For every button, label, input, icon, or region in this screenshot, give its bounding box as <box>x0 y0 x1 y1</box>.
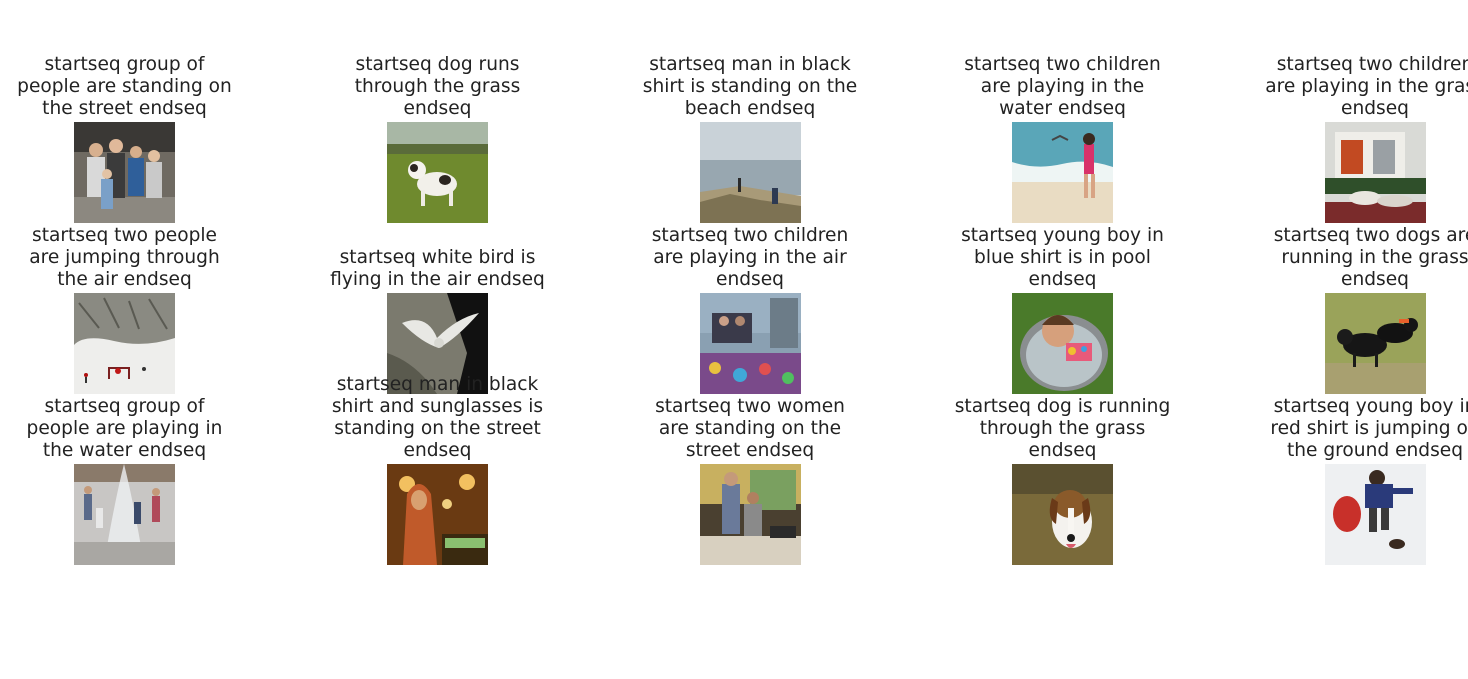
cell-caption: startseq dog runs through the grass ends… <box>354 54 521 119</box>
cell-caption: startseq man in black shirt is standing … <box>642 54 858 119</box>
cell-caption: startseq white bird is flying in the air… <box>330 247 545 290</box>
photo-people-bench <box>1324 122 1426 223</box>
thumbnail-image <box>74 293 175 394</box>
photo-girl-beach <box>1012 122 1113 223</box>
photo-bird-rocks <box>387 293 488 394</box>
thumbnail-image <box>699 293 801 394</box>
cell-caption: startseq group of people are playing in … <box>26 396 223 461</box>
cell-caption: startseq man in black shirt and sunglass… <box>331 374 544 461</box>
photo-foggy-lake <box>699 122 801 223</box>
cell-caption: startseq two children are playing in the… <box>964 54 1161 119</box>
photo-shop-counter <box>699 464 801 565</box>
thumbnail-image <box>387 122 488 223</box>
photo-fountain-kids <box>74 464 175 565</box>
thumbnail-image <box>74 122 175 223</box>
cell-caption: startseq two children are playing in the… <box>1265 54 1468 119</box>
thumbnail-image <box>1324 293 1426 394</box>
photo-snow-field <box>74 293 175 394</box>
cell-caption: startseq young boy in red shirt is jumpi… <box>1270 396 1468 461</box>
photo-carnival-ride <box>699 293 801 394</box>
photo-black-dogs <box>1324 293 1426 394</box>
cell-caption: startseq young boy in blue shirt is in p… <box>961 225 1164 290</box>
thumbnail-image <box>699 464 801 565</box>
photo-group-people-street <box>74 122 175 223</box>
photo-beagle <box>1012 464 1113 565</box>
cell-caption: startseq two women are standing on the s… <box>655 396 845 461</box>
cell-caption: startseq two people are jumping through … <box>29 225 220 290</box>
cell-caption: startseq dog is running through the gras… <box>954 396 1171 461</box>
thumbnail-image <box>1012 122 1113 223</box>
thumbnail-image <box>387 293 488 394</box>
photo-boy-snow <box>1324 464 1426 565</box>
thumbnail-image <box>1324 464 1426 565</box>
thumbnail-image <box>74 464 175 565</box>
photo-dog-grass <box>387 122 488 223</box>
photo-girl-pool <box>1012 293 1113 394</box>
cell-caption: startseq group of people are standing on… <box>17 54 232 119</box>
thumbnail-image <box>1012 464 1113 565</box>
cell-caption: startseq two children are playing in the… <box>651 225 849 290</box>
thumbnail-image <box>699 122 801 223</box>
thumbnail-image <box>387 464 488 565</box>
thumbnail-image <box>1012 293 1113 394</box>
cell-caption: startseq two dogs are running in the gra… <box>1273 225 1468 290</box>
photo-hooded-person <box>387 464 488 565</box>
thumbnail-image <box>1324 122 1426 223</box>
